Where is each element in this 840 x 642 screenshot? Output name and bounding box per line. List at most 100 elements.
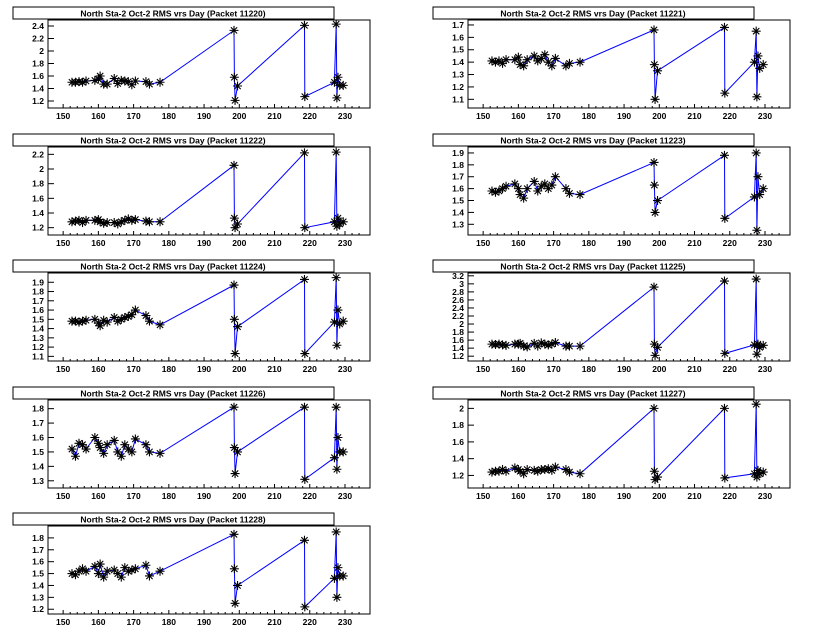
chart-panel: 150 160 170 180 190 200 210 220 230 1.2 1.3 1.4 1.5 1…: [0, 511, 410, 637]
data-point: [90, 561, 100, 571]
x-tick-label: 150: [476, 491, 490, 501]
data-point: [510, 462, 520, 472]
data-point: [74, 317, 84, 327]
chart-panel: 150 160 170 180 190 200 210 220 230 1.2 1.4 1.6 1.8 2…: [420, 385, 830, 511]
x-tick-label: 180: [582, 491, 596, 501]
x-tick-label: 230: [338, 111, 352, 121]
data-point: [543, 340, 553, 350]
data-point: [93, 438, 103, 448]
data-point: [529, 338, 539, 348]
data-point: [494, 466, 504, 476]
y-tick-label: 1.4: [32, 324, 44, 334]
data-point: [719, 22, 729, 32]
data-point: [487, 467, 497, 477]
data-point: [95, 559, 105, 569]
data-point: [74, 77, 84, 87]
y-tick-label: 1.7: [32, 545, 44, 555]
data-point: [753, 465, 763, 475]
y-tick-label: 1.1: [32, 351, 44, 361]
y-tick-label: 1.6: [32, 71, 44, 81]
data-point: [95, 71, 105, 81]
series-line: [491, 278, 764, 356]
data-point: [720, 213, 730, 223]
data-point: [338, 316, 348, 326]
data-point: [102, 79, 112, 89]
title-box: [432, 133, 755, 146]
data-point: [487, 56, 497, 66]
y-tick-label: 1.6: [452, 32, 464, 42]
title-box: [432, 386, 755, 399]
data-point: [333, 432, 343, 442]
data-point: [561, 61, 571, 71]
data-point: [540, 464, 550, 474]
data-point: [78, 564, 88, 574]
x-tick-label: 150: [476, 364, 490, 374]
data-point: [522, 464, 532, 474]
data-point: [229, 25, 239, 35]
x-tick-label: 210: [687, 491, 701, 501]
data-point: [81, 215, 91, 225]
data-point: [230, 95, 240, 105]
y-tick-label: 2.4: [452, 303, 464, 313]
data-point: [233, 219, 243, 228]
chart-panel: 150 160 170 180 190 200 210 220 230 1.3 1.4 1.5 1.6 1…: [0, 385, 410, 511]
y-tick-label: 1.8: [32, 403, 44, 413]
data-point: [116, 75, 126, 85]
data-point: [78, 439, 88, 449]
data-point: [547, 339, 557, 349]
data-point: [719, 276, 729, 286]
chart-svg: 150 160 170 180 190 200 210 220 2301.11.21.31.41…: [12, 259, 371, 374]
chart-title: North Sta-2 Oct-2 RMS vrs Day (Packet 11…: [80, 9, 265, 19]
data-point: [130, 564, 140, 574]
data-point: [649, 25, 659, 35]
data-point: [519, 193, 529, 203]
data-point: [141, 77, 151, 87]
x-tick-label: 220: [723, 364, 737, 374]
data-point: [513, 339, 523, 349]
data-point: [300, 349, 310, 359]
y-tick-label: 1.5: [32, 446, 44, 456]
data-point: [653, 342, 663, 352]
data-point: [109, 74, 119, 83]
data-point: [719, 150, 729, 160]
data-point: [233, 446, 243, 456]
y-tick-label: 1.6: [32, 432, 44, 442]
data-point: [155, 77, 165, 87]
y-tick-label: 1.2: [32, 604, 44, 614]
x-tick-label: 170: [547, 111, 561, 121]
data-point: [749, 57, 759, 67]
data-point: [229, 72, 239, 82]
data-point: [501, 466, 511, 476]
data-point: [338, 80, 348, 90]
title-box: [12, 512, 335, 526]
data-point: [529, 51, 539, 61]
x-tick-label: 150: [56, 491, 70, 501]
y-tick-label: 3: [459, 279, 464, 289]
data-point: [515, 338, 525, 348]
data-point: [519, 341, 529, 351]
data-point: [501, 181, 511, 191]
x-tick-label: 200: [652, 111, 666, 121]
data-point: [130, 76, 140, 86]
data-point: [229, 564, 239, 574]
data-point: [116, 216, 126, 226]
data-point: [333, 213, 343, 223]
x-tick-label: 190: [197, 111, 211, 121]
data-point: [109, 565, 119, 575]
y-tick-label: 1.4: [452, 453, 464, 463]
data-point: [719, 403, 729, 413]
y-tick-label: 1.4: [452, 343, 464, 353]
data-point: [749, 340, 759, 350]
data-point: [116, 572, 126, 582]
chart-svg: 150 160 170 180 190 200 210 220 230 1.3 1.4 1.5 1.6 1…: [12, 386, 371, 501]
data-point: [501, 340, 511, 350]
data-point: [329, 452, 339, 462]
data-point: [90, 314, 100, 324]
data-point: [564, 188, 574, 198]
chart-panel: 150 160 170 180 190 200 210 220 230 1.2 1.4 1.6 1.8 2…: [0, 132, 410, 258]
y-tick-label: 2: [459, 403, 464, 413]
data-point: [564, 58, 574, 68]
x-tick-label: 230: [758, 238, 772, 248]
data-point: [90, 75, 100, 85]
plot-frame: [467, 272, 791, 362]
